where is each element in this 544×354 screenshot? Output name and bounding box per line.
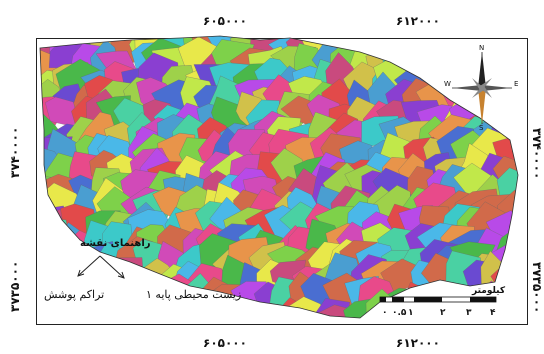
coord-left-lower: ۳۷۳۵۰۰۰ bbox=[8, 260, 22, 312]
land-patch bbox=[109, 293, 148, 318]
land-patch bbox=[76, 303, 121, 318]
land-patch bbox=[452, 46, 492, 78]
land-patch bbox=[121, 297, 158, 318]
legend-item-left: تراکم پوشش bbox=[44, 288, 105, 301]
land-cover-patches bbox=[40, 36, 518, 318]
land-patch bbox=[419, 36, 457, 59]
land-patch bbox=[259, 302, 291, 318]
land-patch bbox=[479, 37, 518, 78]
land-patch bbox=[50, 298, 88, 318]
coord-left-upper: ۳۷۴۰۰۰۰ bbox=[8, 126, 22, 178]
legend-title: راهنمای نقشه bbox=[80, 238, 151, 249]
land-patch bbox=[422, 36, 467, 76]
scale-label: ۰.۵ bbox=[392, 308, 407, 318]
land-patch bbox=[383, 36, 425, 58]
land-patch bbox=[404, 36, 442, 60]
legend-arrows bbox=[77, 255, 125, 279]
land-patch bbox=[214, 297, 254, 318]
compass-s: S bbox=[479, 124, 484, 132]
compass-e: E bbox=[514, 80, 519, 88]
compass-w: W bbox=[444, 80, 451, 88]
land-patch bbox=[40, 218, 70, 257]
coord-right-lower: ۳۷۳۵۰۰۰ bbox=[530, 262, 544, 314]
coord-top-left: ۶۰۵۰۰۰ bbox=[203, 14, 247, 28]
study-area-boundary bbox=[39, 35, 519, 319]
legend-item-right: زیست محیطی پایه ۱ bbox=[146, 288, 242, 301]
north-arrow-icon bbox=[452, 52, 512, 124]
scale-label: ۱ bbox=[408, 308, 414, 318]
scale-label: ۳ bbox=[466, 308, 472, 318]
land-patch bbox=[450, 36, 496, 60]
land-patch bbox=[48, 245, 83, 285]
coord-right-upper: ۳۷۴۰۰۰۰ bbox=[530, 128, 544, 180]
land-patch bbox=[494, 41, 518, 83]
land-patch bbox=[400, 297, 440, 318]
land-patch bbox=[494, 83, 518, 124]
land-patch bbox=[40, 296, 73, 318]
land-patch bbox=[411, 286, 458, 318]
land-patch bbox=[494, 59, 518, 95]
scale-bar bbox=[379, 296, 497, 303]
scale-label: ۲ bbox=[440, 308, 446, 318]
scale-unit: کیلومتر bbox=[472, 286, 506, 296]
land-patch bbox=[493, 36, 518, 64]
scale-label: ۴ bbox=[490, 308, 496, 318]
land-patch bbox=[433, 43, 474, 75]
land-patch bbox=[40, 239, 79, 277]
coord-bottom-right: ۶۱۲۰۰۰ bbox=[396, 336, 440, 350]
land-patch bbox=[103, 257, 145, 288]
land-patch bbox=[232, 300, 276, 318]
coord-bottom-left: ۶۰۵۰۰۰ bbox=[203, 336, 247, 350]
land-patch bbox=[143, 295, 183, 318]
land-patch bbox=[100, 281, 136, 316]
scale-label: ۰ bbox=[382, 308, 388, 318]
compass-n: N bbox=[479, 44, 485, 52]
land-patch bbox=[176, 296, 211, 318]
coord-top-right: ۶۱۲۰۰۰ bbox=[396, 14, 440, 28]
